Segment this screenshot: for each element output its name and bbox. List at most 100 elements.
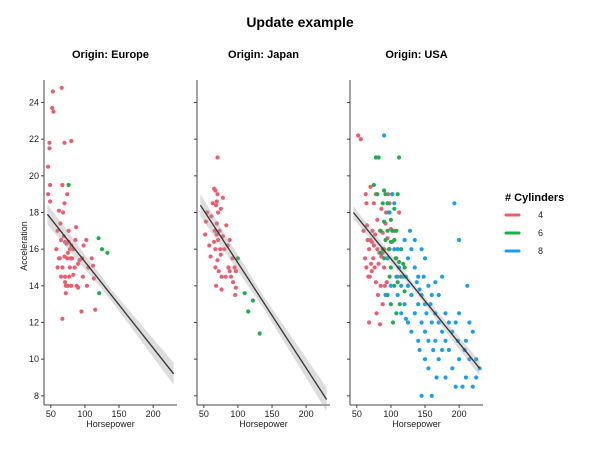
data-point-cyl-4 bbox=[69, 256, 75, 261]
data-point-cyl-4 bbox=[375, 292, 381, 298]
data-point-cyl-4 bbox=[369, 239, 374, 244]
data-point-cyl-6 bbox=[375, 192, 380, 197]
data-point-cyl-8 bbox=[433, 280, 438, 285]
data-point-cyl-4 bbox=[233, 292, 238, 298]
data-point-cyl-6 bbox=[388, 217, 393, 222]
data-point-cyl-4 bbox=[218, 247, 223, 252]
data-point-cyl-6 bbox=[395, 192, 400, 197]
data-point-cyl-4 bbox=[369, 269, 374, 274]
data-point-cyl-4 bbox=[50, 105, 55, 111]
data-point-cyl-8 bbox=[429, 393, 434, 398]
data-point-cyl-4 bbox=[72, 265, 77, 270]
data-point-cyl-6 bbox=[397, 259, 402, 265]
data-point-cyl-4 bbox=[215, 192, 220, 197]
data-point-cyl-8 bbox=[407, 228, 413, 233]
facet-title: Origin: Japan bbox=[228, 49, 299, 61]
facet-panels: Origin: Europe 8 10 12 14 16 18 20 22 24 50 100 150 2… bbox=[29, 49, 483, 429]
data-point-cyl-8 bbox=[443, 311, 448, 316]
data-point-cyl-8 bbox=[440, 274, 445, 279]
data-point-cyl-8 bbox=[402, 302, 407, 307]
data-point-cyl-8 bbox=[453, 384, 458, 389]
data-point-cyl-4 bbox=[364, 201, 369, 206]
data-point-cyl-6 bbox=[385, 201, 390, 206]
data-point-cyl-4 bbox=[363, 192, 368, 197]
data-point-cyl-8 bbox=[416, 302, 421, 307]
data-point-cyl-4 bbox=[60, 265, 65, 270]
y-tick-label: 12 bbox=[29, 318, 39, 328]
facet-panel: Origin: USA 50 100 150 200 Horsepower bbox=[347, 49, 483, 429]
data-point-cyl-4 bbox=[374, 311, 379, 316]
data-point-cyl-6 bbox=[402, 289, 407, 294]
data-point-cyl-6 bbox=[393, 256, 398, 261]
data-point-cyl-8 bbox=[474, 357, 479, 362]
data-point-cyl-4 bbox=[65, 256, 70, 261]
y-tick-label: 16 bbox=[29, 244, 39, 254]
data-point-cyl-4 bbox=[376, 261, 381, 266]
data-point-cyl-6 bbox=[392, 283, 397, 288]
data-point-cyl-4 bbox=[232, 265, 237, 270]
data-point-cyl-4 bbox=[227, 269, 232, 274]
data-point-cyl-6 bbox=[390, 228, 395, 233]
x-tick-label: 100 bbox=[77, 409, 92, 419]
data-point-cyl-4 bbox=[373, 280, 378, 285]
data-point-cyl-8 bbox=[421, 274, 426, 279]
data-point-cyl-4 bbox=[50, 89, 56, 94]
data-point-cyl-4 bbox=[231, 280, 236, 285]
data-point-cyl-4 bbox=[397, 210, 402, 215]
x-axis-title: Horsepower bbox=[86, 419, 135, 429]
y-tick-label: 24 bbox=[29, 98, 39, 108]
data-point-cyl-8 bbox=[443, 338, 448, 343]
data-point-cyl-4 bbox=[71, 272, 76, 277]
data-point-cyl-6 bbox=[388, 265, 393, 270]
data-point-cyl-4 bbox=[361, 228, 366, 233]
data-point-cyl-4 bbox=[207, 243, 212, 248]
data-point-cyl-4 bbox=[373, 232, 378, 237]
data-point-cyl-4 bbox=[69, 138, 74, 144]
data-point-cyl-4 bbox=[368, 184, 373, 189]
legend-item-cyl-4: 4 bbox=[504, 210, 543, 220]
data-point-cyl-6 bbox=[242, 291, 247, 296]
data-point-cyl-8 bbox=[426, 366, 431, 371]
data-point-cyl-4 bbox=[214, 203, 219, 208]
data-point-cyl-6 bbox=[402, 265, 407, 270]
data-point-cyl-4 bbox=[62, 140, 67, 145]
data-point-cyl-8 bbox=[417, 347, 422, 353]
data-point-cyl-6 bbox=[397, 302, 402, 307]
data-point-cyl-4 bbox=[367, 320, 372, 325]
data-point-cyl-6 bbox=[380, 201, 385, 206]
data-point-cyl-8 bbox=[412, 237, 417, 243]
x-tick-label: 150 bbox=[265, 409, 280, 419]
data-point-cyl-8 bbox=[419, 247, 424, 252]
data-point-cyl-8 bbox=[474, 375, 479, 380]
data-point-cyl-4 bbox=[358, 137, 363, 142]
data-point-cyl-4 bbox=[61, 210, 66, 215]
y-axis-title: Acceleration bbox=[19, 221, 29, 271]
x-tick-label: 50 bbox=[352, 409, 362, 419]
data-point-cyl-8 bbox=[431, 347, 436, 353]
data-point-cyl-4 bbox=[48, 199, 53, 204]
data-point-cyl-4 bbox=[215, 155, 220, 160]
data-point-cyl-6 bbox=[397, 155, 402, 160]
data-point-cyl-4 bbox=[59, 85, 64, 90]
data-point-cyl-8 bbox=[395, 292, 400, 298]
data-point-cyl-8 bbox=[436, 292, 441, 298]
data-point-cyl-4 bbox=[58, 221, 63, 226]
data-point-cyl-4 bbox=[69, 283, 74, 288]
data-point-cyl-4 bbox=[222, 247, 227, 252]
x-tick-label: 200 bbox=[146, 409, 161, 419]
legend-entries: 4 6 8 bbox=[504, 210, 543, 256]
data-point-cyl-8 bbox=[424, 311, 429, 316]
data-point-cyl-4 bbox=[93, 307, 98, 312]
data-point-cyl-4 bbox=[367, 274, 372, 279]
y-tick-label: 8 bbox=[34, 391, 39, 401]
data-point-cyl-8 bbox=[434, 375, 439, 380]
data-point-cyl-8 bbox=[405, 320, 411, 325]
data-point-cyl-4 bbox=[63, 291, 68, 296]
data-point-cyl-4 bbox=[203, 219, 208, 224]
legend-item-cyl-6: 6 bbox=[504, 228, 543, 238]
data-point-cyl-8 bbox=[446, 347, 451, 353]
data-point-cyl-8 bbox=[452, 201, 457, 206]
data-point-cyl-4 bbox=[356, 133, 361, 138]
data-point-cyl-4 bbox=[382, 265, 387, 270]
data-point-cyl-6 bbox=[385, 228, 390, 233]
